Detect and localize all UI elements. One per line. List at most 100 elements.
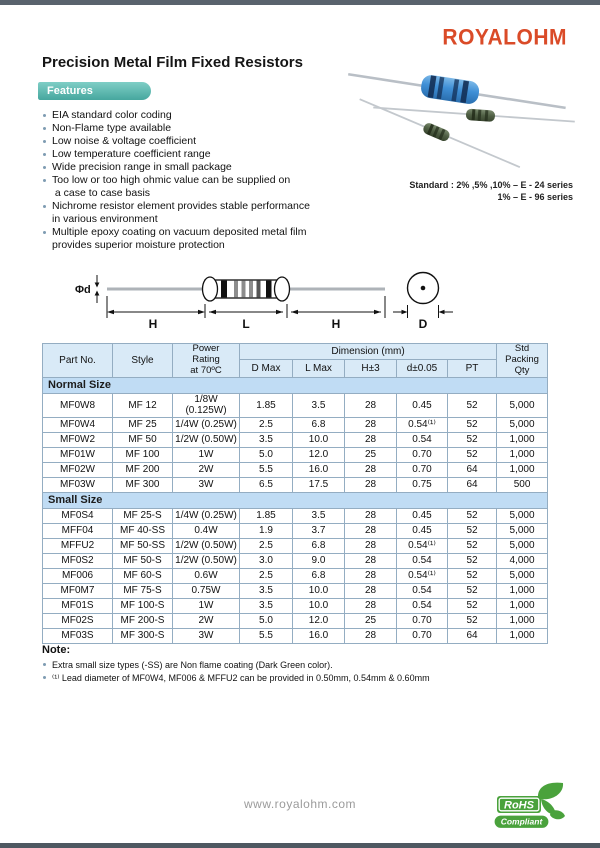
table-cell: MF01S (42, 597, 113, 614)
features-list: EIA standard color coding Non-Flame type … (42, 109, 362, 252)
table-cell: 5,000 (496, 567, 549, 584)
table-cell: MF 300 (112, 476, 173, 493)
label-h-right: H (332, 317, 341, 331)
label-d: D (419, 317, 428, 331)
table-cell: 64 (446, 476, 498, 493)
table-cell: 5,000 (496, 392, 549, 418)
feature-item: Non-Flame type available (42, 122, 362, 135)
table-cell: 16.0 (292, 461, 345, 478)
table-cell: MF 60-S (112, 567, 173, 584)
table-cell: 1/2W (0.50W) (172, 431, 240, 448)
table-cell: 1,000 (496, 461, 549, 478)
table-cell: 5.0 (239, 612, 293, 629)
table-cell: 28 (344, 627, 397, 644)
table-cell: 28 (344, 392, 397, 418)
feature-item: EIA standard color coding (42, 109, 362, 122)
table-cell: 0.54 (396, 582, 448, 599)
table-cell: 1,000 (496, 446, 549, 463)
table-cell: 28 (344, 552, 397, 569)
table-cell: 9.0 (292, 552, 345, 569)
table-cell: 5,000 (496, 416, 549, 433)
note-list: Extra small size types (-SS) are Non fla… (42, 659, 512, 684)
table-cell: 0.45 (396, 507, 448, 524)
table-cell: MF 300-S (112, 627, 173, 644)
table-cell: 1/4W (0.25W) (172, 416, 240, 433)
table-cell: MF 100 (112, 446, 173, 463)
website-link[interactable]: www.royalohm.com (243, 797, 357, 811)
bullet-icon (43, 153, 46, 156)
col-header-d-max: D Max (239, 358, 293, 378)
table-cell: 52 (446, 537, 498, 554)
table-cell: 3W (172, 627, 240, 644)
table-cell: 1/8W (0.125W) (172, 392, 240, 418)
col-header-h: H±3 (344, 358, 397, 378)
col-header-l-max: L Max (292, 358, 345, 378)
table-cell: 1W (172, 446, 240, 463)
resistor-blue (348, 72, 566, 110)
table-cell: 16.0 (292, 627, 345, 644)
table-cell: 52 (446, 522, 498, 539)
table-cell: 0.54 (396, 431, 448, 448)
table-cell: MF02S (42, 612, 113, 629)
table-cell: 28 (344, 416, 397, 433)
leaf-small-icon (550, 810, 565, 820)
table-cell: MFF04 (42, 522, 113, 539)
table-row: MF03S MF 300-S 3W 5.5 16.0 28 0.70 64 1,000 (42, 627, 549, 644)
features-badge: Features (38, 82, 151, 100)
top-bar (0, 0, 600, 5)
table-cell: 0.70 (396, 461, 448, 478)
feature-item: Too low or too high ohmic value can be s… (42, 174, 362, 200)
table-row: MF0S2 MF 50-S 1/2W (0.50W) 3.0 9.0 28 0.54 52 4,… (42, 552, 549, 569)
table-row: MFF04 MF 40-SS 0.4W 1.9 3.7 28 0.45 52 5,000 (42, 522, 549, 539)
col-header-power: Power Rating at 70ºC (172, 343, 240, 378)
table-cell: 28 (344, 522, 397, 539)
table-cell: MF01W (42, 446, 113, 463)
table-cell: 0.4W (172, 522, 240, 539)
col-header-dimension: Dimension (mm) (238, 343, 498, 360)
table-row: MF006 MF 60-S 0.6W 2.5 6.8 28 0.54⁽¹⁾ 52 5,000 (42, 567, 549, 584)
dimension-lines (106, 296, 386, 318)
table-cell: 1/2W (0.50W) (172, 552, 240, 569)
col-header-qty: Std Packing Qty (496, 343, 549, 378)
feature-text: Low temperature coefficient range (52, 148, 211, 160)
table-cell: MF03W (42, 476, 113, 493)
feature-text: Low noise & voltage coefficient (52, 135, 196, 147)
table-cell: 3W (172, 476, 240, 493)
col-header-pt: PT (446, 358, 498, 378)
table-cell: 2.5 (239, 416, 293, 433)
table-row: MFFU2 MF 50-SS 1/2W (0.50W) 2.5 6.8 28 0.54⁽¹⁾… (42, 537, 549, 554)
table-cell: 1.85 (239, 392, 293, 418)
table-row: MF02S MF 200-S 2W 5.0 12.0 25 0.70 52 1,000 (42, 612, 549, 629)
feature-item: Multiple epoxy coating on vacuum deposit… (42, 226, 362, 252)
table-cell: MF 50-S (112, 552, 173, 569)
table-cell: 1,000 (496, 627, 549, 644)
table-cell: MF 50 (112, 431, 173, 448)
table-cell: 0.54⁽¹⁾ (396, 567, 448, 584)
table-cell: MF006 (42, 567, 113, 584)
table-cell: MF02W (42, 461, 113, 478)
label-phi-d: Φd (75, 284, 91, 296)
label-h-left: H (149, 317, 158, 331)
table-cell: 5,000 (496, 507, 549, 524)
table-cell: 3.5 (239, 582, 293, 599)
table-cell: 1.9 (239, 522, 293, 539)
table-cell: MF 200 (112, 461, 173, 478)
table-cell: 3.0 (239, 552, 293, 569)
table-cell: 2.5 (239, 537, 293, 554)
col-header-style: Style (112, 343, 173, 378)
rohs-compliant-logo: RoHS Compliant (493, 782, 565, 830)
table-cell: 0.70 (396, 612, 448, 629)
col-header-part-no: Part No. (42, 343, 113, 378)
spec-table: Part No. Style Power Rating at 70ºC Dime… (41, 343, 549, 644)
rohs-text: RoHS (504, 800, 535, 812)
table-cell: 0.70 (396, 446, 448, 463)
table-cell: 3.7 (292, 522, 345, 539)
note-section: Note: Extra small size types (-SS) are N… (42, 644, 512, 684)
table-cell: 64 (446, 461, 498, 478)
feature-item: Nichrome resistor element provides stabl… (42, 200, 362, 226)
table-cell: MF0W4 (42, 416, 113, 433)
resistor-green-small-2 (359, 98, 521, 168)
table-cell: 28 (344, 597, 397, 614)
table-cell: MF 100-S (112, 597, 173, 614)
table-cell: 0.70 (396, 627, 448, 644)
